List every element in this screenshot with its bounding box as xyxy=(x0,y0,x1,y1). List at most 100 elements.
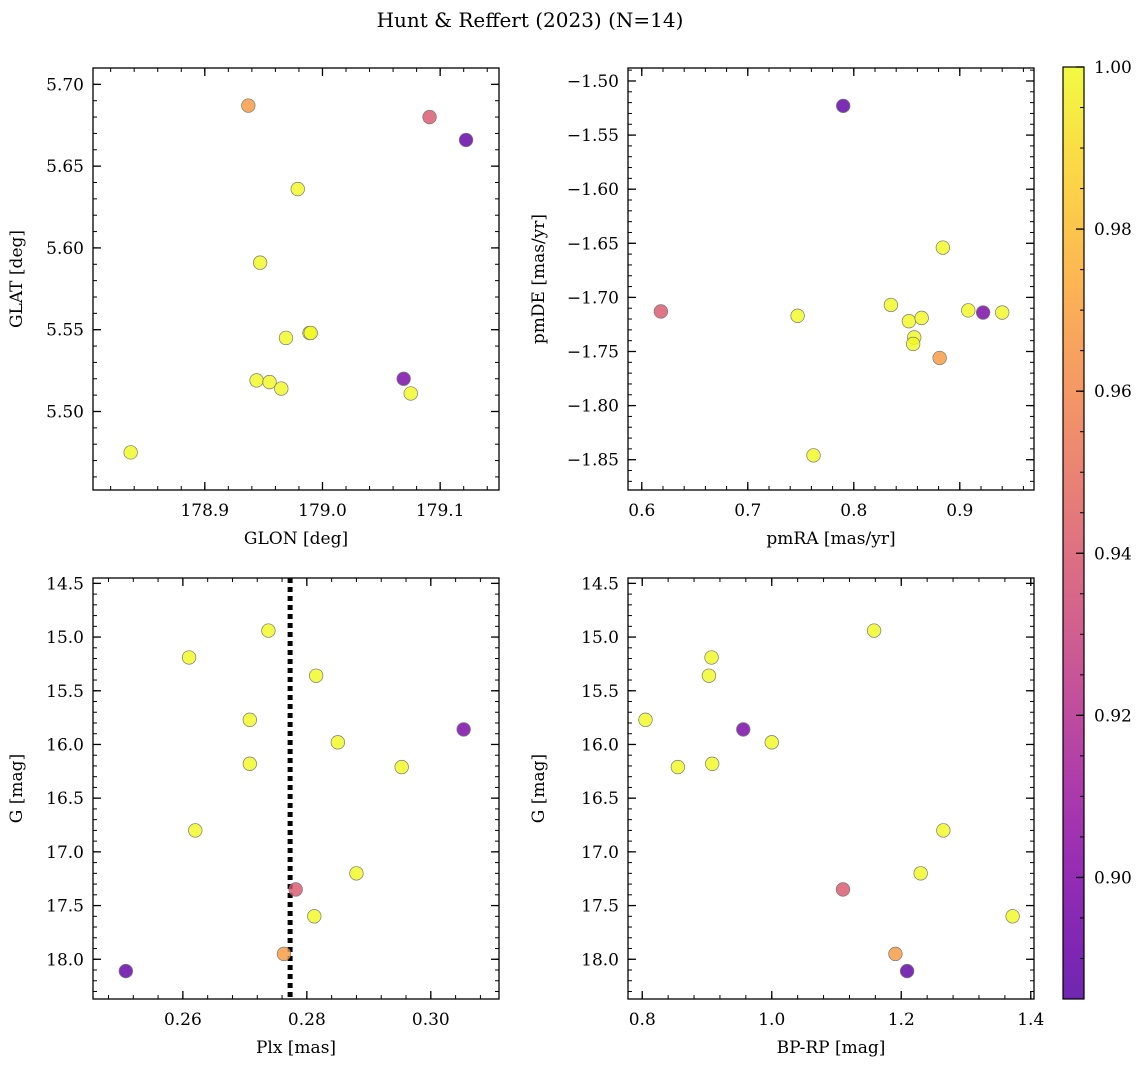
colorbar-tick-label: 0.90 xyxy=(1094,868,1132,888)
panel-1: 178.9 179.0 179.1 5.50 5.55 5.60 5.65 5.70 GLON … xyxy=(7,67,500,549)
panel-3: 0.26 0.28 0.30 14.5 15.0 15.5 16.0 16.5 17.0 17.5… xyxy=(7,574,500,1058)
data-point xyxy=(935,240,950,255)
data-point xyxy=(241,98,256,113)
y-tick-label: 16.5 xyxy=(46,789,84,809)
data-point xyxy=(701,668,717,683)
panel-2: 0.6 0.7 0.8 0.9 −1.85 −1.80 −1.75 −1.70 −1.65 −1.… xyxy=(529,67,1035,549)
x-tick-label: 1.2 xyxy=(888,1010,915,1030)
colorbar-tick-label: 0.98 xyxy=(1094,220,1132,240)
data-point xyxy=(961,303,976,318)
y-tick-label: 17.0 xyxy=(581,843,619,863)
x-tick-label: 0.8 xyxy=(629,1010,656,1030)
y-tick-label: −1.70 xyxy=(567,288,619,308)
y-tick-label: 5.65 xyxy=(46,157,84,177)
data-point xyxy=(261,623,276,638)
data-point xyxy=(349,866,364,881)
x-tick-label: 0.28 xyxy=(288,1010,326,1030)
x-tick-label: 0.8 xyxy=(840,501,867,521)
major-ticks xyxy=(628,578,1034,999)
axes-frame xyxy=(92,67,500,491)
y-tick-label: −1.60 xyxy=(567,180,619,200)
data-point xyxy=(906,336,921,352)
data-point xyxy=(242,756,257,771)
y-tick-label: −1.50 xyxy=(567,72,619,92)
data-point xyxy=(396,371,411,386)
y-tick-label: 17.5 xyxy=(581,897,619,917)
y-axis-label: pmDE [mas/yr] xyxy=(529,214,549,344)
data-point xyxy=(307,909,322,924)
data-point xyxy=(806,448,821,463)
y-axis-label: G [mag] xyxy=(7,754,27,823)
data-point xyxy=(835,882,851,897)
y-tick-label: 14.5 xyxy=(581,574,619,594)
data-point xyxy=(278,330,294,346)
major-ticks xyxy=(628,68,1034,490)
data-point xyxy=(914,310,929,326)
data-point xyxy=(290,181,305,197)
y-tick-label: 17.0 xyxy=(46,843,84,863)
y-tick-label: 5.50 xyxy=(46,402,84,422)
data-point xyxy=(901,314,917,329)
minor-ticks xyxy=(93,578,499,999)
data-point xyxy=(836,98,851,114)
scatter-points xyxy=(653,98,1010,463)
x-tick-label: 0.26 xyxy=(164,1010,202,1030)
minor-ticks xyxy=(628,578,1034,999)
data-point xyxy=(308,668,324,683)
colorbar-frame xyxy=(1062,66,1085,1000)
y-tick-label: 5.60 xyxy=(46,239,84,259)
data-point xyxy=(123,445,138,460)
data-point xyxy=(274,381,289,396)
y-tick-label: 18.0 xyxy=(581,950,619,970)
data-point xyxy=(456,722,471,737)
x-tick-label: 0.30 xyxy=(412,1010,450,1030)
data-point xyxy=(995,305,1010,320)
x-axis-label: GLON [deg] xyxy=(244,529,348,549)
x-axis-label: Plx [mas] xyxy=(256,1038,336,1058)
colorbar: 0.90 0.92 0.94 0.96 0.98 1.00 xyxy=(1062,58,1132,1000)
axes-frame xyxy=(627,577,1035,1000)
data-point xyxy=(704,650,719,665)
data-point xyxy=(303,325,318,341)
minor-ticks xyxy=(93,67,499,490)
scatter-points xyxy=(118,623,471,979)
x-tick-label: 1.0 xyxy=(758,1010,785,1030)
data-point xyxy=(705,756,720,771)
data-point xyxy=(249,373,264,388)
x-tick-label: 178.9 xyxy=(180,501,229,521)
y-tick-label: 16.0 xyxy=(46,735,84,755)
data-point xyxy=(975,305,991,320)
panels: 178.9 179.0 179.1 5.50 5.55 5.60 5.65 5.70 GLON … xyxy=(7,67,1044,1058)
x-tick-label: 0.7 xyxy=(734,501,761,521)
data-point xyxy=(653,304,669,319)
y-tick-label: 14.5 xyxy=(46,574,84,594)
y-tick-label: 17.5 xyxy=(46,897,84,917)
y-tick-label: 5.70 xyxy=(46,75,84,95)
y-tick-label: 15.0 xyxy=(581,628,619,648)
data-point xyxy=(936,823,951,838)
y-tick-label: 18.0 xyxy=(46,950,84,970)
data-point xyxy=(422,109,437,125)
data-point xyxy=(288,882,303,897)
y-tick-label: −1.75 xyxy=(567,342,619,362)
data-point xyxy=(888,946,903,962)
data-point xyxy=(1005,909,1020,924)
data-point xyxy=(913,866,928,881)
major-ticks xyxy=(93,68,499,490)
data-point xyxy=(242,712,257,727)
data-point xyxy=(118,963,134,979)
data-point xyxy=(262,374,277,390)
y-tick-label: 16.0 xyxy=(581,735,619,755)
y-tick-label: −1.85 xyxy=(567,451,619,471)
data-point xyxy=(638,712,653,727)
x-axis-label: BP-RP [mag] xyxy=(777,1038,886,1058)
data-point xyxy=(866,623,882,638)
colorbar-tick-label: 0.92 xyxy=(1094,706,1132,726)
scatter-points xyxy=(638,623,1020,979)
y-tick-label: −1.65 xyxy=(567,234,619,254)
axes-frame xyxy=(92,577,500,1000)
y-tick-label: −1.80 xyxy=(567,397,619,417)
colorbar-tick-label: 0.96 xyxy=(1094,382,1132,402)
y-tick-label: 15.0 xyxy=(46,628,84,648)
